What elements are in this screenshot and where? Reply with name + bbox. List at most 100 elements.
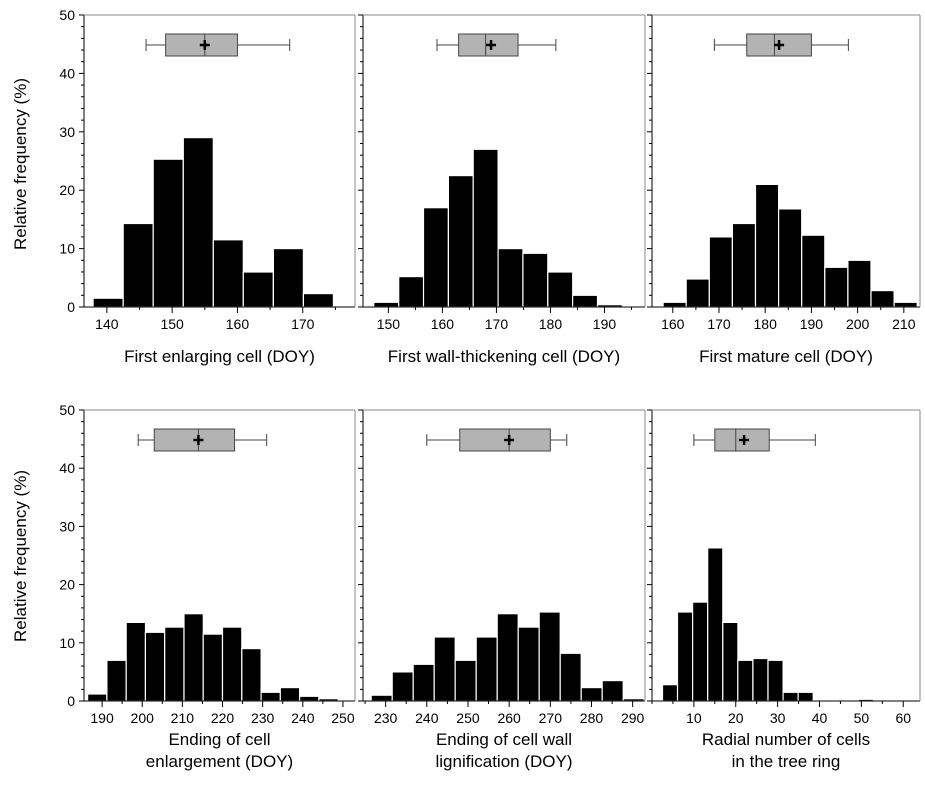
histogram-bar	[472, 148, 499, 308]
x-tick-label: 240	[415, 710, 439, 726]
histogram-bar	[164, 626, 185, 702]
histogram-bar	[106, 659, 127, 702]
histogram-bar	[737, 659, 754, 702]
x-tick-label: 170	[291, 316, 315, 332]
x-tick-label: 10	[686, 710, 702, 726]
x-tick-label: 180	[539, 316, 563, 332]
x-axis-label: Ending of cell	[168, 730, 270, 749]
x-axis-label: First enlarging cell (DOY)	[124, 347, 315, 366]
histogram-bar	[92, 297, 124, 308]
histogram-bar	[707, 547, 724, 702]
x-tick-label: 50	[854, 710, 870, 726]
panel-3: 160 170 180 190 200 210 First mature cell (DOY…	[647, 14, 921, 366]
y-tick-label: 50	[59, 7, 75, 23]
x-tick-label: 240	[291, 710, 315, 726]
y-tick-label: 10	[59, 635, 75, 651]
histogram-bar	[661, 684, 679, 702]
histogram-bar	[893, 301, 918, 308]
histogram-bar	[767, 659, 784, 702]
panel-2: 150 160 170 180 190 First wall-thickening cel…	[358, 14, 646, 366]
histogram-bar	[497, 248, 524, 308]
histogram-bar	[538, 611, 561, 702]
x-tick-label: 190	[800, 316, 824, 332]
histogram-bar	[691, 601, 709, 702]
histogram-bar	[152, 158, 184, 308]
y-tick-label: 30	[59, 518, 75, 534]
x-tick-label: 20	[728, 710, 744, 726]
x-tick-label: 290	[621, 710, 645, 726]
x-axis-label: in the tree ring	[732, 752, 841, 771]
x-tick-label: 160	[431, 316, 455, 332]
x-tick-label: 210	[171, 710, 195, 726]
x-tick-label: 260	[497, 710, 521, 726]
histogram-bar	[522, 252, 549, 308]
x-tick-label: 220	[211, 710, 235, 726]
panels: 0 10 20 30 40 50 140 150 160 170 First enlarging c…	[59, 7, 921, 771]
histogram-bar	[202, 633, 224, 702]
histogram-bar	[475, 636, 498, 702]
x-tick-label: 150	[160, 316, 184, 332]
histogram-bar	[433, 636, 456, 702]
histogram-bar	[260, 691, 282, 702]
x-tick-label: 160	[226, 316, 250, 332]
x-axis-label: Ending of cell wall	[436, 730, 572, 749]
histogram-bar	[685, 278, 710, 308]
histogram-bar	[847, 259, 872, 308]
histogram-bar	[279, 686, 301, 702]
y-tick-label: 20	[59, 577, 75, 593]
x-tick-label: 60	[895, 710, 911, 726]
x-tick-label: 280	[580, 710, 604, 726]
x-tick-label: 200	[131, 710, 155, 726]
histogram-bar	[708, 236, 733, 308]
histogram-bar	[144, 631, 166, 702]
panel-1: 0 10 20 30 40 50 140 150 160 170 First enlarging c…	[59, 7, 356, 366]
y-tick-label: 10	[59, 241, 75, 257]
x-tick-label: 190	[90, 710, 114, 726]
x-tick-label: 170	[485, 316, 509, 332]
histogram-bar	[547, 271, 574, 308]
histogram-bar	[782, 691, 799, 702]
x-tick-label: 230	[251, 710, 275, 726]
histogram-bar	[398, 276, 425, 308]
histogram-bar	[496, 613, 519, 702]
y-tick-label: 30	[59, 124, 75, 140]
histogram-bar	[777, 208, 803, 308]
x-tick-label: 140	[95, 316, 119, 332]
y-tick-label: 50	[59, 402, 75, 418]
x-axis-label: Radial number of cells	[702, 730, 870, 749]
histogram-bar	[447, 175, 474, 308]
x-tick-label: 210	[892, 316, 916, 332]
histogram-bar	[662, 301, 687, 308]
x-tick-label: 250	[456, 710, 480, 726]
histogram-bar	[797, 691, 814, 702]
histogram-bar	[601, 679, 624, 702]
histogram-bar	[183, 613, 204, 702]
x-tick-label: 200	[846, 316, 870, 332]
histogram-bar	[454, 659, 477, 702]
y-tick-label: 20	[59, 182, 75, 198]
histogram-bar	[373, 301, 400, 308]
y-tick-label: 0	[67, 693, 75, 709]
x-tick-label: 270	[539, 710, 563, 726]
histogram-bar	[302, 293, 334, 308]
histogram-bar	[517, 626, 540, 702]
histogram-bar	[122, 222, 154, 308]
x-tick-label: 180	[754, 316, 778, 332]
histogram-bar	[125, 621, 147, 702]
histogram-bar	[412, 663, 435, 702]
histogram-bar	[870, 290, 895, 308]
panel-5: 230 240 250 260 270 280 290 Ending of cell wall…	[358, 409, 646, 771]
histogram-bar	[571, 294, 599, 308]
y-tick-label: 40	[59, 65, 75, 81]
x-tick-label: 230	[374, 710, 398, 726]
x-tick-label: 150	[377, 316, 401, 332]
histogram-bar	[824, 266, 849, 308]
x-tick-label: 190	[593, 316, 617, 332]
histogram-bar	[221, 626, 243, 702]
histogram-bar	[241, 647, 262, 702]
x-axis-label: First mature cell (DOY)	[699, 347, 873, 366]
histogram-bar	[754, 183, 780, 308]
x-axis-label: lignification (DOY)	[436, 752, 573, 771]
histogram-bar	[559, 652, 582, 702]
y-axis-label-bottom: Relative frequency (%)	[11, 470, 30, 642]
